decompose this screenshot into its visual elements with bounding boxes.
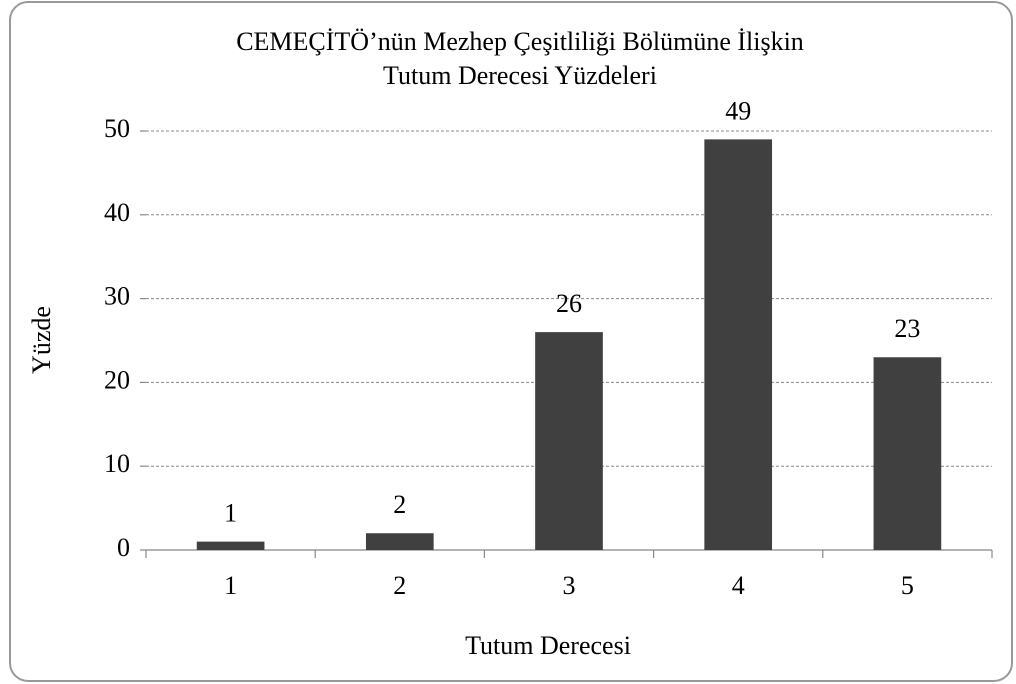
y-tick-label: 50 <box>104 114 130 143</box>
data-label: 1 <box>224 499 237 528</box>
y-tick-label: 20 <box>104 365 130 394</box>
chart-border <box>9 1 1013 682</box>
chart-title: CEMEÇİTÖ’nün Mezhep Çeşitliliği Bölümüne… <box>236 27 804 56</box>
x-tick-label: 5 <box>901 571 914 600</box>
data-label: 49 <box>725 96 751 125</box>
y-axis-label: Yüzde <box>27 306 56 374</box>
data-label: 23 <box>894 314 920 343</box>
x-tick-label: 1 <box>224 571 237 600</box>
chart-title: Tutum Derecesi Yüzdeleri <box>383 61 657 90</box>
bar <box>704 139 773 550</box>
y-tick-label: 40 <box>104 198 130 227</box>
y-tick-label: 0 <box>117 533 130 562</box>
x-tick-label: 3 <box>563 571 576 600</box>
x-tick-label: 2 <box>393 571 406 600</box>
x-tick-label: 4 <box>732 571 745 600</box>
bar <box>196 541 265 550</box>
y-tick-label: 30 <box>104 282 130 311</box>
bar <box>873 357 942 550</box>
data-label: 26 <box>556 289 582 318</box>
data-label: 2 <box>393 490 406 519</box>
bar <box>365 533 434 550</box>
y-tick-label: 10 <box>104 449 130 478</box>
x-axis-label: Tutum Derecesi <box>465 631 631 660</box>
bar <box>535 332 603 550</box>
